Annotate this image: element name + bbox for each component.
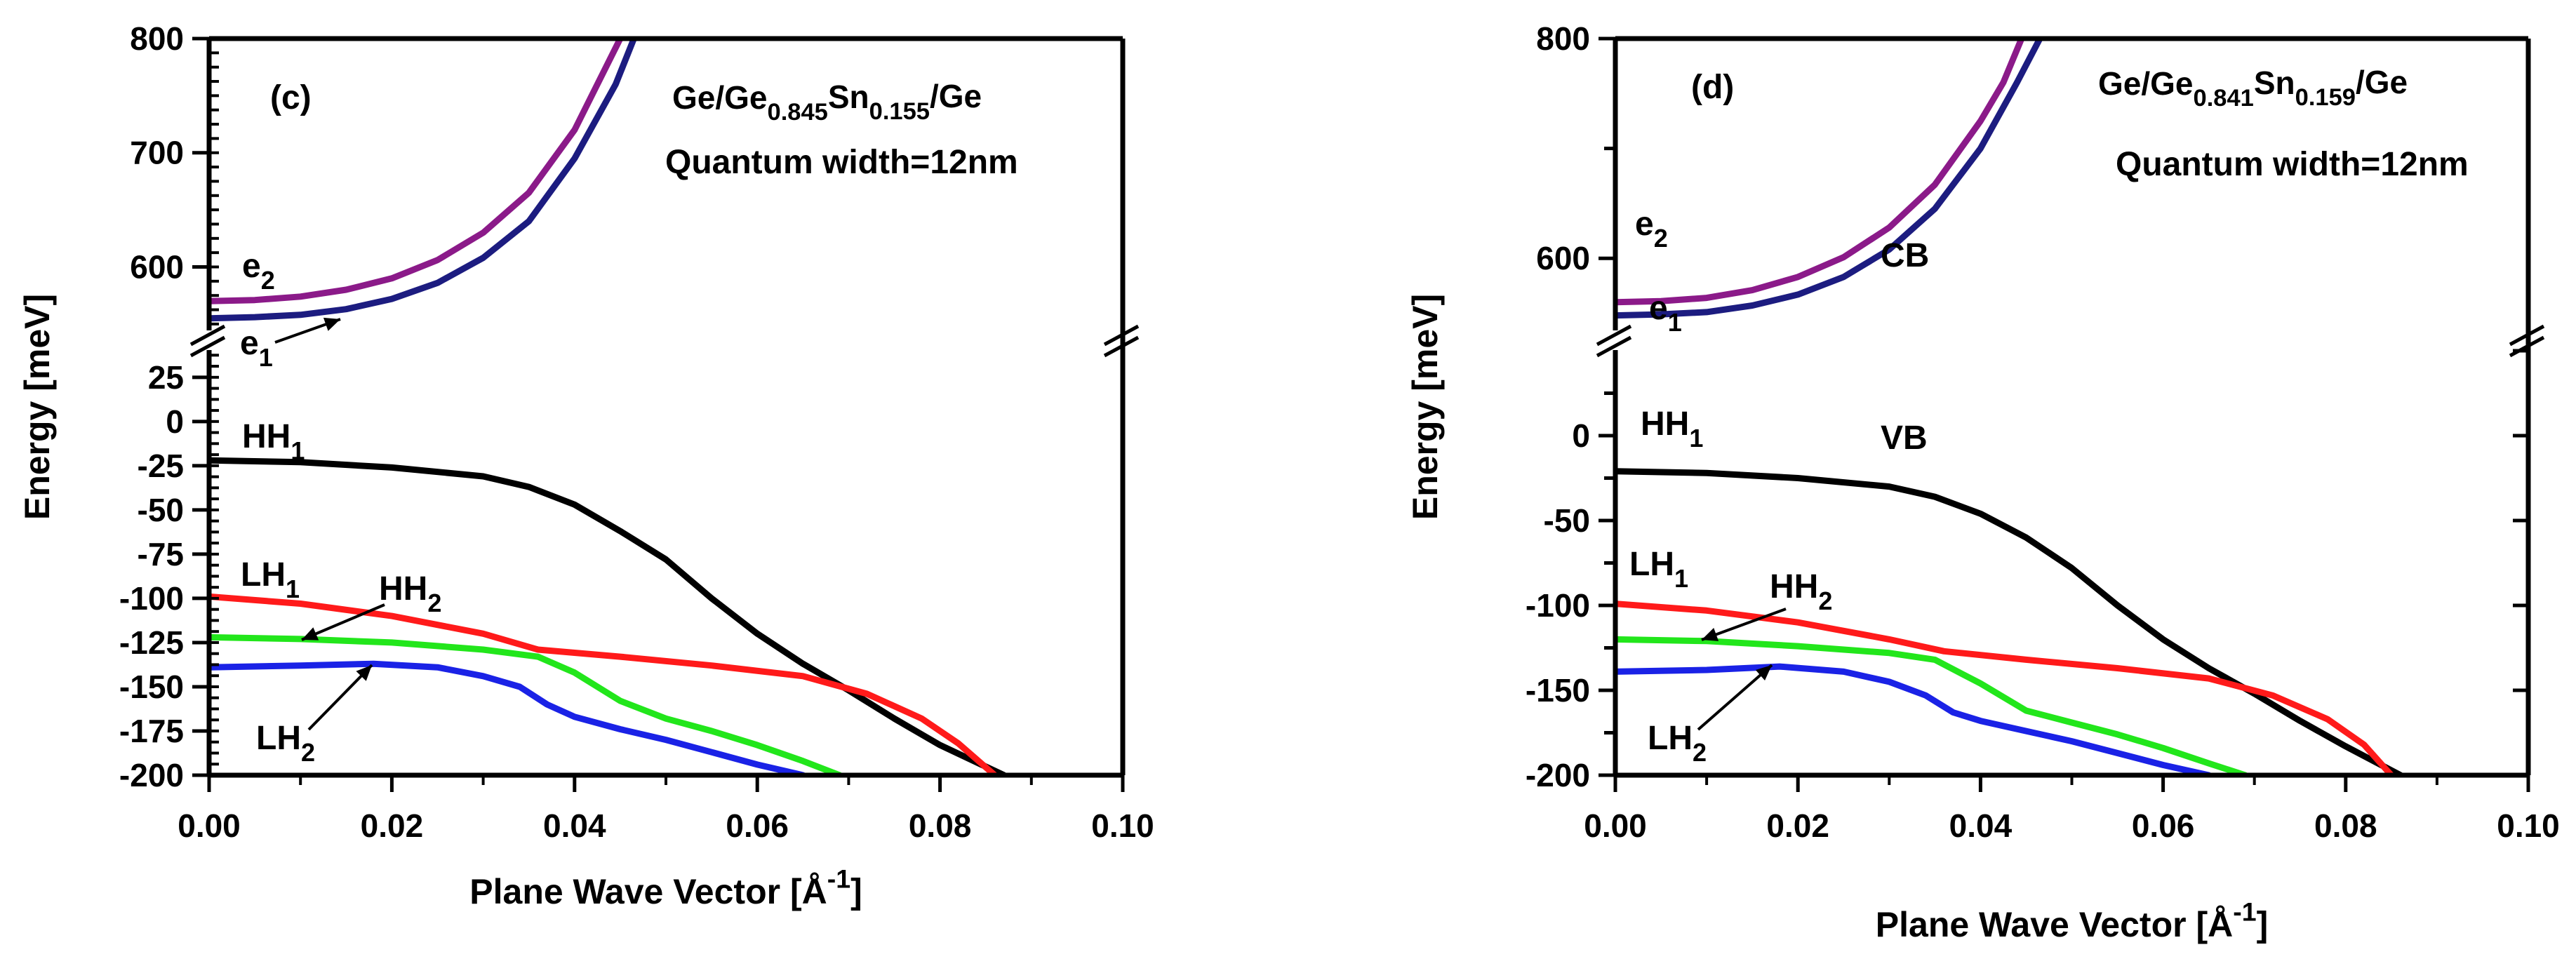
panel-c: 0.00 0.02 0.04 0.06 0.08 0.10 600 700 800 25 0 -25 -… [18, 20, 1154, 911]
y-axis-break-left [1596, 335, 1632, 358]
y-tick-label: -100 [119, 580, 184, 617]
y-tick-label: 0 [1572, 417, 1590, 454]
x-tick-label: 0.10 [2497, 807, 2560, 844]
annotation-e2: e2 [1635, 206, 1668, 253]
annotation-LH1: LH1 [1629, 546, 1688, 593]
annotation-e1: e1 [240, 325, 273, 372]
series-e1 [209, 39, 637, 322]
x-tick-label: 0.06 [726, 807, 789, 844]
annotation-arrow-head [356, 665, 372, 681]
series-HH2 [1615, 636, 2249, 775]
annotation-VB: VB [1881, 420, 1928, 457]
structure-label: Ge/Ge0.845Sn0.155/Ge [672, 78, 982, 126]
y-tick-label: -100 [1526, 587, 1590, 624]
panel-d: 0.00 0.02 0.04 0.06 0.08 0.10 600 800 0 -50 -100 -1… [1406, 20, 2560, 944]
series-e1 [1615, 39, 2043, 319]
y-tick-label: 600 [1536, 240, 1590, 276]
annotation-LH2: LH2 [256, 720, 315, 767]
y-tick-label: 25 [148, 359, 184, 396]
y-tick-label: 800 [130, 20, 184, 57]
y-axis-break-left [189, 335, 226, 358]
series-HH1 [209, 457, 1008, 775]
x-tick-label: 0.10 [1091, 807, 1154, 844]
y-axis-break-right [1103, 335, 1140, 358]
annotation-HH2: HH2 [1770, 568, 1832, 615]
y-axis-break-right [1103, 324, 1140, 347]
y-tick-label: 700 [130, 135, 184, 171]
x-tick-label: 0.00 [1584, 807, 1647, 844]
series-LH2 [209, 660, 806, 775]
y-axis-break-left [189, 324, 226, 347]
x-tick-label: 0.04 [1949, 807, 2013, 844]
quantum-width-label: Quantum width=12nm [665, 144, 1018, 181]
y-tick-label: -200 [1526, 757, 1590, 793]
structure-label: Ge/Ge0.841Sn0.159/Ge [2098, 64, 2408, 112]
annotation-e2: e2 [242, 248, 275, 295]
x-tick-label: 0.02 [1766, 807, 1829, 844]
annotation-arrow-head [1755, 665, 1772, 681]
x-tick-label: 0.08 [2314, 807, 2377, 844]
x-axis-title: Plane Wave Vector [Å-1] [1876, 897, 2268, 945]
y-tick-label: -50 [1544, 502, 1590, 539]
panel-label: (c) [270, 79, 312, 116]
annotation-HH2: HH2 [379, 570, 441, 617]
annotation-CB: CB [1881, 237, 1929, 274]
x-axis-title: Plane Wave Vector [Å-1] [469, 864, 862, 912]
series-HH2 [209, 633, 843, 775]
series-e2 [1615, 39, 2025, 306]
y-axis-break-right [2509, 324, 2545, 347]
annotation-HH1: HH1 [242, 418, 305, 465]
series-LH1 [1615, 601, 2395, 775]
y-tick-label: -125 [119, 624, 184, 661]
y-axis-break-left [1596, 324, 1632, 347]
y-tick-label: 0 [166, 403, 184, 440]
y-axis-title: Energy [meV] [1406, 294, 1445, 520]
series-HH1 [1615, 468, 2404, 775]
series-LH1 [209, 593, 999, 775]
y-tick-label: -150 [119, 669, 184, 705]
x-tick-label: 0.04 [543, 807, 606, 844]
annotation-arrow-head [1702, 628, 1719, 641]
x-tick-label: 0.00 [178, 807, 241, 844]
y-tick-label: 800 [1536, 20, 1590, 57]
y-tick-label: -175 [119, 713, 184, 749]
annotation-LH1: LH1 [241, 556, 300, 603]
y-tick-label: 600 [130, 248, 184, 285]
annotation-arrow-head [302, 627, 319, 640]
x-tick-label: 0.06 [2132, 807, 2195, 844]
quantum-width-label: Quantum width=12nm [2116, 146, 2469, 183]
y-axis-break-right [2509, 335, 2545, 358]
annotation-HH1: HH1 [1641, 405, 1703, 452]
annotation-LH2: LH2 [1648, 720, 1707, 767]
y-tick-label: -50 [138, 492, 184, 528]
panel-label: (d) [1691, 69, 1734, 106]
annotation-arrow [1697, 664, 1773, 731]
series-LH2 [1615, 663, 2213, 775]
annotation-arrow-head [323, 317, 340, 331]
x-tick-label: 0.08 [909, 807, 972, 844]
y-tick-label: -75 [138, 536, 184, 572]
series-e2 [209, 39, 624, 304]
y-tick-label: -25 [138, 448, 184, 484]
annotation-e1: e1 [1649, 290, 1682, 337]
y-tick-label: -200 [119, 757, 184, 793]
y-axis-title: Energy [meV] [18, 294, 57, 520]
y-tick-label: -150 [1526, 672, 1590, 709]
x-tick-label: 0.02 [361, 807, 424, 844]
